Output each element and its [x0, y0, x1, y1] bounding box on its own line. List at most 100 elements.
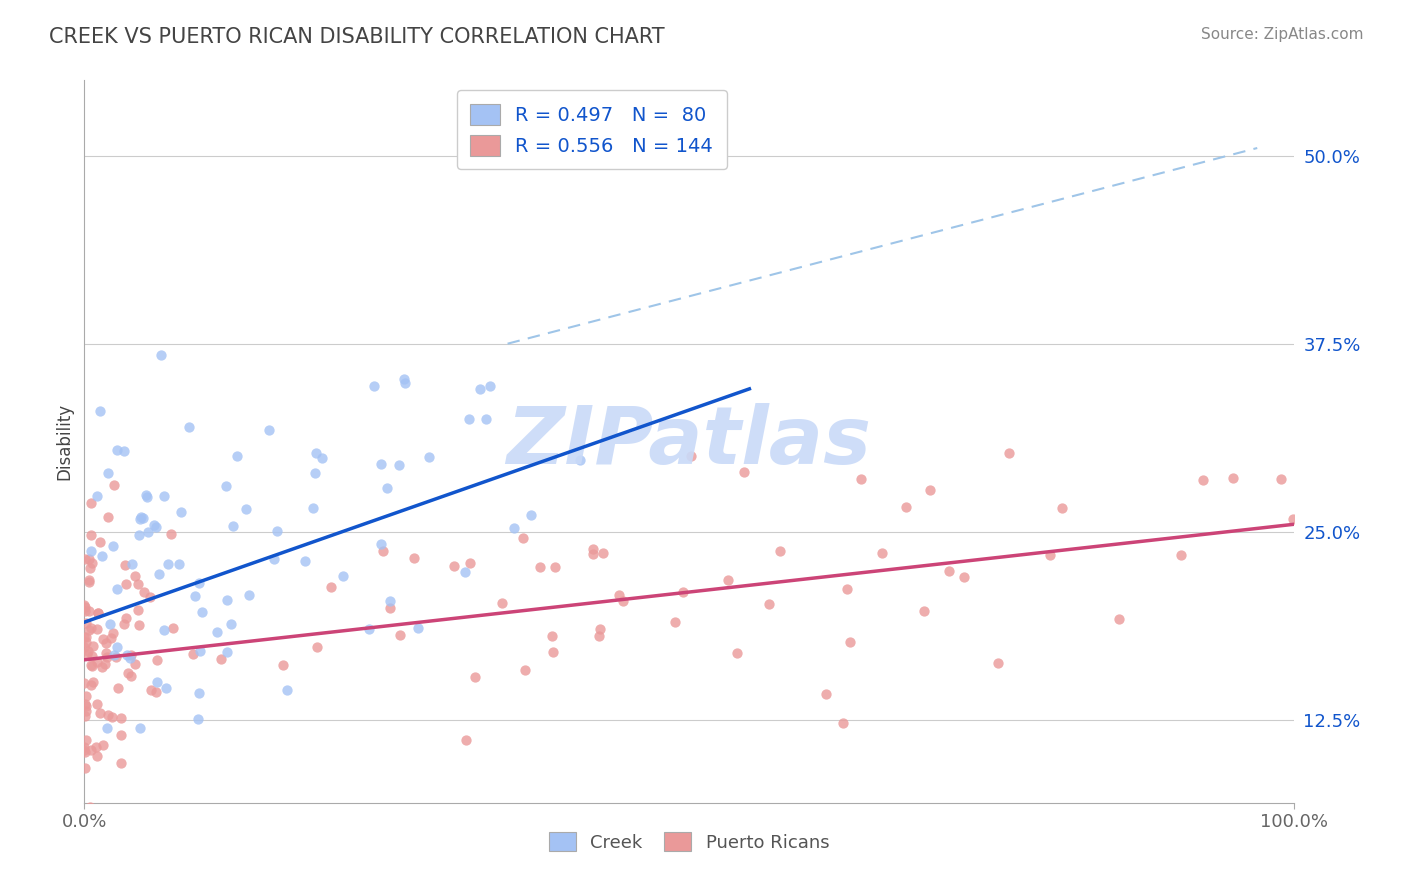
Point	[73, 742, 96, 756]
Point	[80, 528, 103, 542]
Point	[115, 577, 138, 591]
Point	[541, 645, 564, 659]
Point	[80, 621, 103, 635]
Point	[96, 721, 118, 735]
Point	[304, 467, 326, 481]
Point	[311, 450, 333, 465]
Point	[408, 621, 430, 635]
Point	[266, 524, 288, 539]
Point	[1039, 548, 1062, 562]
Point	[181, 647, 204, 661]
Point	[82, 556, 104, 570]
Point	[79, 560, 101, 574]
Point	[814, 687, 837, 701]
Point	[76, 647, 98, 661]
Point	[188, 686, 211, 700]
Point	[86, 655, 108, 669]
Point	[110, 756, 132, 771]
Point	[215, 479, 238, 493]
Point	[73, 675, 96, 690]
Point	[305, 446, 328, 460]
Point	[73, 630, 96, 644]
Point	[112, 617, 135, 632]
Point	[103, 478, 125, 492]
Point	[717, 573, 740, 587]
Point	[73, 709, 96, 723]
Point	[114, 558, 136, 572]
Point	[120, 669, 142, 683]
Legend: Creek, Puerto Ricans: Creek, Puerto Ricans	[541, 825, 837, 859]
Point	[475, 412, 498, 426]
Point	[120, 648, 142, 662]
Point	[105, 443, 128, 458]
Point	[94, 646, 117, 660]
Point	[187, 575, 209, 590]
Point	[592, 546, 614, 560]
Point	[664, 615, 686, 630]
Point	[153, 623, 176, 637]
Point	[80, 743, 103, 757]
Point	[124, 569, 146, 583]
Point	[162, 621, 184, 635]
Point	[84, 739, 107, 754]
Point	[97, 707, 120, 722]
Point	[894, 500, 917, 515]
Point	[94, 636, 117, 650]
Point	[582, 542, 605, 557]
Point	[838, 635, 860, 649]
Point	[79, 805, 101, 819]
Point	[135, 488, 157, 502]
Point	[222, 518, 245, 533]
Point	[79, 623, 101, 637]
Point	[607, 588, 630, 602]
Point	[75, 690, 97, 704]
Point	[257, 423, 280, 437]
Point	[588, 629, 610, 643]
Point	[849, 472, 872, 486]
Point	[169, 557, 191, 571]
Point	[733, 466, 755, 480]
Point	[529, 560, 551, 574]
Text: Source: ZipAtlas.com: Source: ZipAtlas.com	[1201, 27, 1364, 42]
Point	[73, 598, 96, 612]
Point	[146, 652, 169, 666]
Point	[725, 646, 748, 660]
Point	[235, 501, 257, 516]
Point	[418, 450, 440, 464]
Point	[1191, 473, 1213, 487]
Point	[82, 648, 104, 663]
Y-axis label: Disability: Disability	[55, 403, 73, 480]
Point	[115, 648, 138, 663]
Point	[121, 557, 143, 571]
Point	[97, 467, 120, 481]
Point	[89, 706, 111, 720]
Point	[332, 568, 354, 582]
Point	[1050, 501, 1073, 516]
Point	[101, 539, 124, 553]
Point	[86, 489, 108, 503]
Point	[75, 635, 97, 649]
Point	[75, 552, 97, 566]
Point	[1108, 612, 1130, 626]
Point	[520, 508, 543, 522]
Point	[870, 545, 893, 559]
Point	[143, 518, 166, 533]
Point	[582, 548, 605, 562]
Point	[191, 605, 214, 619]
Point	[105, 582, 128, 597]
Point	[758, 597, 780, 611]
Point	[301, 500, 323, 515]
Point	[491, 596, 513, 610]
Point	[215, 593, 238, 607]
Point	[146, 674, 169, 689]
Point	[73, 762, 96, 776]
Point	[97, 509, 120, 524]
Point	[75, 604, 97, 618]
Point	[110, 728, 132, 742]
Point	[363, 379, 385, 393]
Point	[80, 658, 103, 673]
Point	[75, 732, 97, 747]
Point	[73, 640, 96, 654]
Point	[370, 458, 392, 472]
Point	[307, 640, 329, 654]
